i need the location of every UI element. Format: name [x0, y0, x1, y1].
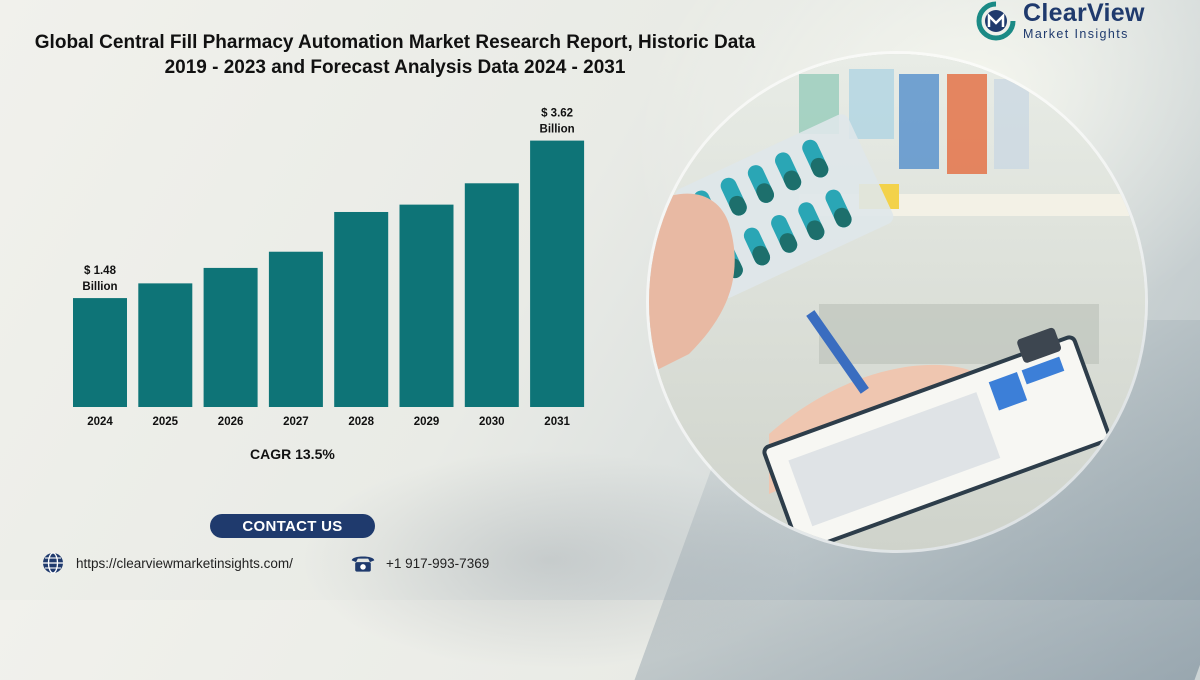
bar-2031	[530, 140, 585, 407]
cagr-label: CAGR 13.5%	[250, 446, 335, 462]
website-link[interactable]: https://clearviewmarketinsights.com/	[76, 555, 293, 571]
x-tick-label-2027: 2027	[283, 416, 309, 428]
chart-title: Global Central Fill Pharmacy Automation …	[0, 30, 790, 80]
logo-subtitle: Market Insights	[1023, 27, 1129, 42]
data-label-2024-line-1: $ 1.48	[84, 265, 117, 277]
website-contact[interactable]: https://clearviewmarketinsights.com/	[40, 552, 293, 574]
data-label-2031-line-2: Billion	[540, 124, 575, 136]
bar-2029	[399, 204, 454, 407]
clearview-logo: ClearView Market Insights	[975, 0, 1200, 42]
data-label-2031-line-1: $ 3.62	[541, 108, 573, 120]
globe-icon	[40, 552, 66, 574]
data-label-2024-line-2: Billion	[82, 281, 117, 293]
phone-contact[interactable]: +1 917-993-7369	[350, 552, 489, 574]
x-tick-label-2030: 2030	[479, 416, 505, 428]
chart-title-line-2: 2019 - 2023 and Forecast Analysis Data 2…	[164, 57, 626, 78]
bar-2026	[203, 267, 258, 407]
chart-title-line-1: Global Central Fill Pharmacy Automation …	[34, 32, 756, 53]
contact-us-button[interactable]: CONTACT US	[210, 514, 375, 538]
pharmacy-photo	[649, 54, 1145, 550]
x-tick-label-2024: 2024	[87, 416, 113, 428]
telephone-icon	[350, 552, 376, 574]
bar-2028	[334, 211, 389, 407]
bar-2027	[268, 251, 323, 407]
bar-2030	[464, 183, 519, 407]
phone-number[interactable]: +1 917-993-7369	[386, 555, 490, 571]
x-tick-label-2025: 2025	[153, 416, 179, 428]
bar-2024	[73, 298, 127, 407]
x-tick-label-2029: 2029	[414, 416, 440, 428]
x-tick-label-2031: 2031	[544, 416, 570, 428]
x-tick-label-2028: 2028	[348, 416, 374, 428]
pharmacy-photo-illustration	[649, 54, 1145, 550]
logo-name: ClearView	[1023, 0, 1145, 28]
bar-2025	[138, 283, 193, 407]
x-tick-label-2026: 2026	[218, 416, 244, 428]
logo-mark-icon	[976, 1, 1016, 41]
